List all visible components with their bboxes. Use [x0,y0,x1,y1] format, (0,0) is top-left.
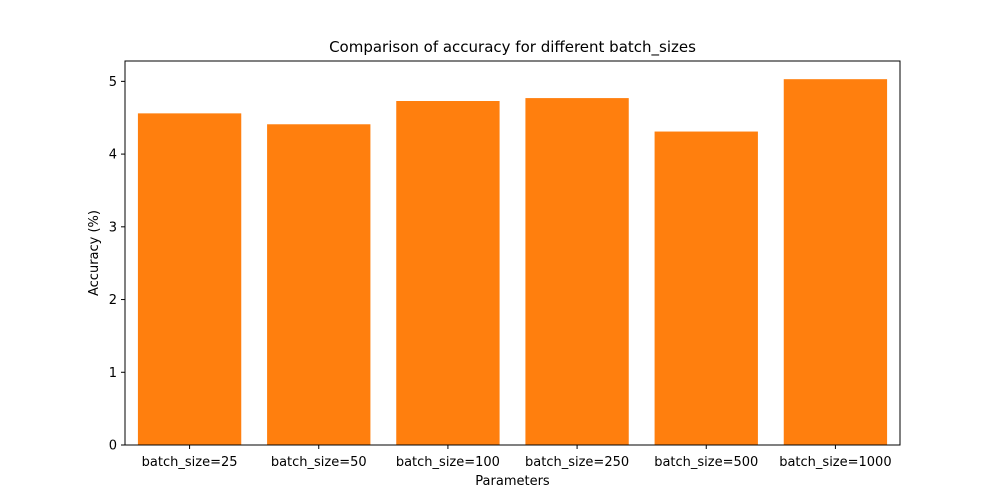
x-tick-label-4: batch_size=500 [654,455,758,470]
y-tick-label-2: 2 [109,293,117,308]
y-tick-label-3: 3 [109,220,117,235]
bar-0 [137,113,242,445]
bars-layer [137,79,888,445]
bar-4 [654,131,758,445]
y-ticks-layer: 0 1 2 3 4 5 [109,75,125,454]
y-tick-label-1: 1 [109,366,117,381]
y-axis-label: Accuracy (%) [87,210,102,296]
bar-3 [525,98,629,445]
bar-1 [267,124,371,445]
x-tick-label-0: batch_size=25 [142,455,238,470]
y-tick-label-4: 4 [109,148,117,163]
x-axis-label: Parameters [475,474,550,489]
x-ticks-layer: batch_size=25 batch_size=50 batch_size=100… [142,445,892,470]
x-tick-label-3: batch_size=250 [525,455,629,470]
y-tick-label-0: 0 [109,439,117,454]
y-tick-label-5: 5 [109,75,117,90]
plot-frame [124,60,901,446]
x-tick-label-2: batch_size=100 [396,455,500,470]
bar-5 [783,79,888,445]
bar-2 [396,101,500,445]
x-tick-label-5: batch_size=1000 [779,455,891,470]
x-tick-label-1: batch_size=50 [271,455,367,470]
chart-title: Comparison of accuracy for different bat… [329,38,696,57]
